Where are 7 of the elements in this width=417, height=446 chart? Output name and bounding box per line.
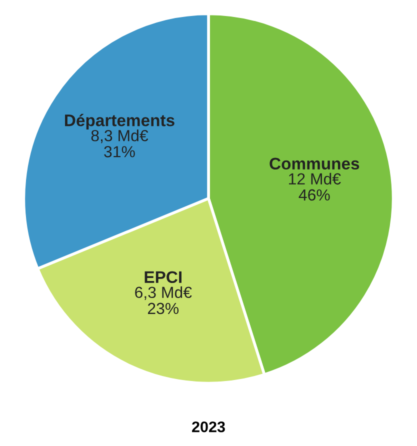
text: 2023 [192,421,225,432]
slice-label: EPCI [144,271,182,284]
slice-label: Communes [270,158,360,170]
data-label: 8,3 Md€ 31% [91,130,148,158]
data-label: 6,3 Md€ 23% [135,286,192,314]
slice-label: Départements [65,114,174,130]
data-label: 12 Md€ 46% [288,172,341,201]
